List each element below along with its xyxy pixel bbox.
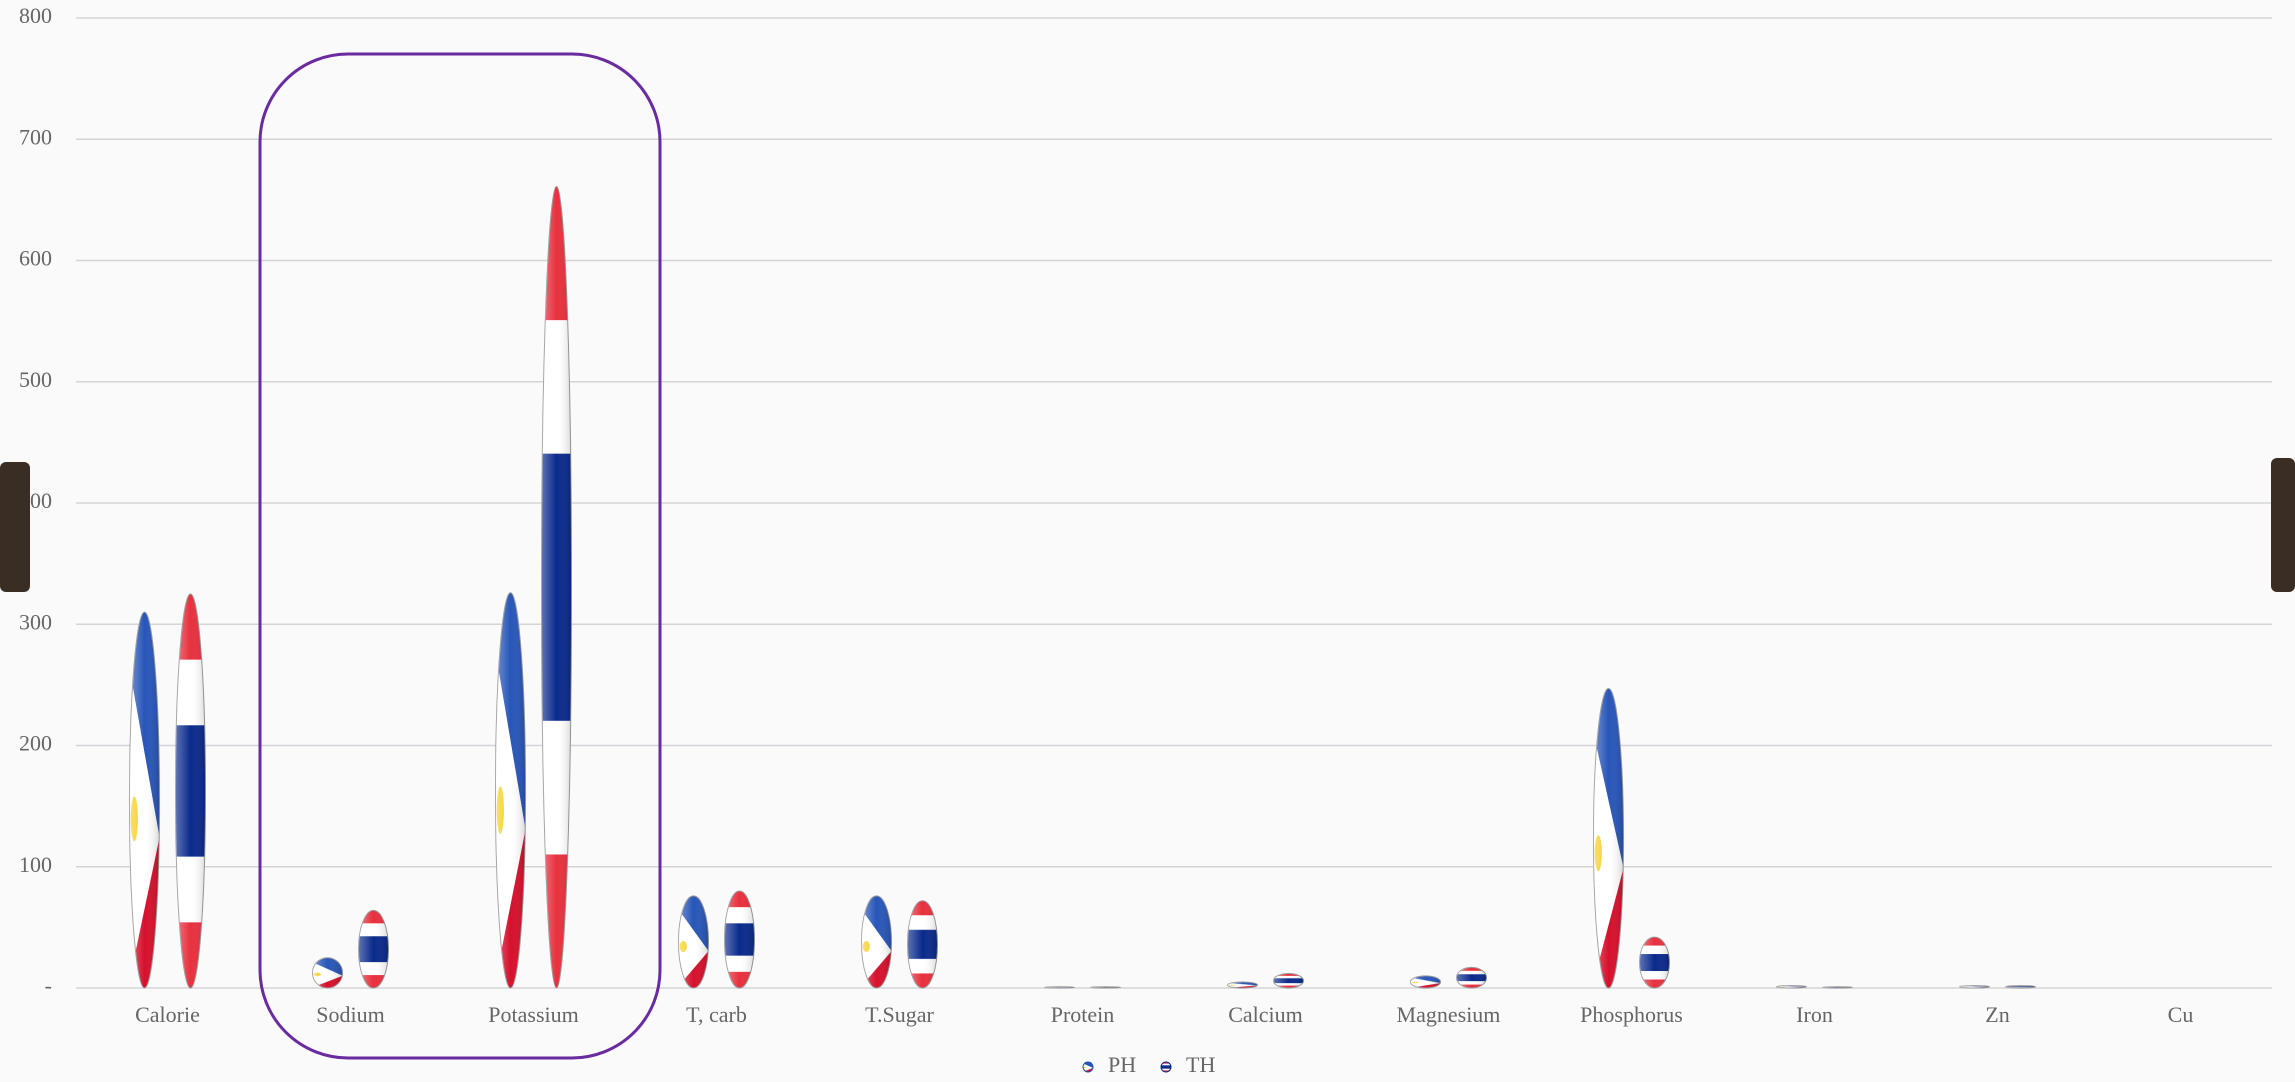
y-tick-label: 300 [19,609,52,634]
bar-gloss [1044,986,1075,988]
bar-gloss [861,895,892,988]
y-tick-label: 600 [19,246,52,271]
bar-gloss [358,910,389,988]
nav-next[interactable] [2271,458,2295,592]
bar-gloss [175,593,206,988]
y-tick-label: 800 [19,3,52,28]
bar-gloss [1456,967,1487,988]
y-tick-label: 200 [19,731,52,756]
bar-gloss [1639,937,1670,988]
legend-label: TH [1186,1052,1215,1077]
legend-label: PH [1108,1052,1136,1077]
legend-marker [1160,1061,1172,1073]
bar-gloss [1776,985,1807,988]
x-tick-label: Iron [1796,1002,1833,1027]
bar-gloss [312,957,343,988]
x-tick-label: Sodium [316,1002,384,1027]
nav-prev[interactable] [0,462,30,592]
x-tick-label: Calcium [1228,1002,1303,1027]
y-tick-label: 700 [19,124,52,149]
bar-gloss [1959,985,1990,988]
bar-gloss [1090,986,1121,988]
bar-gloss [1593,688,1624,988]
bar-gloss [541,186,572,988]
x-tick-label: Zn [1985,1002,2009,1027]
bar-gloss [1410,975,1441,988]
bar-gloss [1822,986,1853,988]
x-tick-label: T.Sugar [865,1002,934,1027]
x-tick-label: Potassium [488,1002,578,1027]
x-tick-label: T, carb [686,1002,747,1027]
y-tick-label: 500 [19,367,52,392]
bar-gloss [129,612,160,988]
highlight-box [258,52,662,1060]
x-tick-label: Phosphorus [1580,1002,1683,1027]
bar-gloss [495,592,526,988]
bar-gloss [907,900,938,988]
legend-marker [1082,1061,1094,1073]
x-tick-label: Cu [2168,1002,2194,1027]
bar-gloss [1227,981,1258,988]
y-tick-label: 100 [19,852,52,877]
x-tick-label: Protein [1051,1002,1115,1027]
x-tick-label: Calorie [135,1002,200,1027]
bar-gloss [678,895,709,988]
y-tick-label: - [45,973,52,998]
bar-gloss [1273,973,1304,988]
x-tick-label: Magnesium [1397,1002,1501,1027]
bar-gloss [724,891,755,988]
bar-gloss [2005,985,2036,988]
